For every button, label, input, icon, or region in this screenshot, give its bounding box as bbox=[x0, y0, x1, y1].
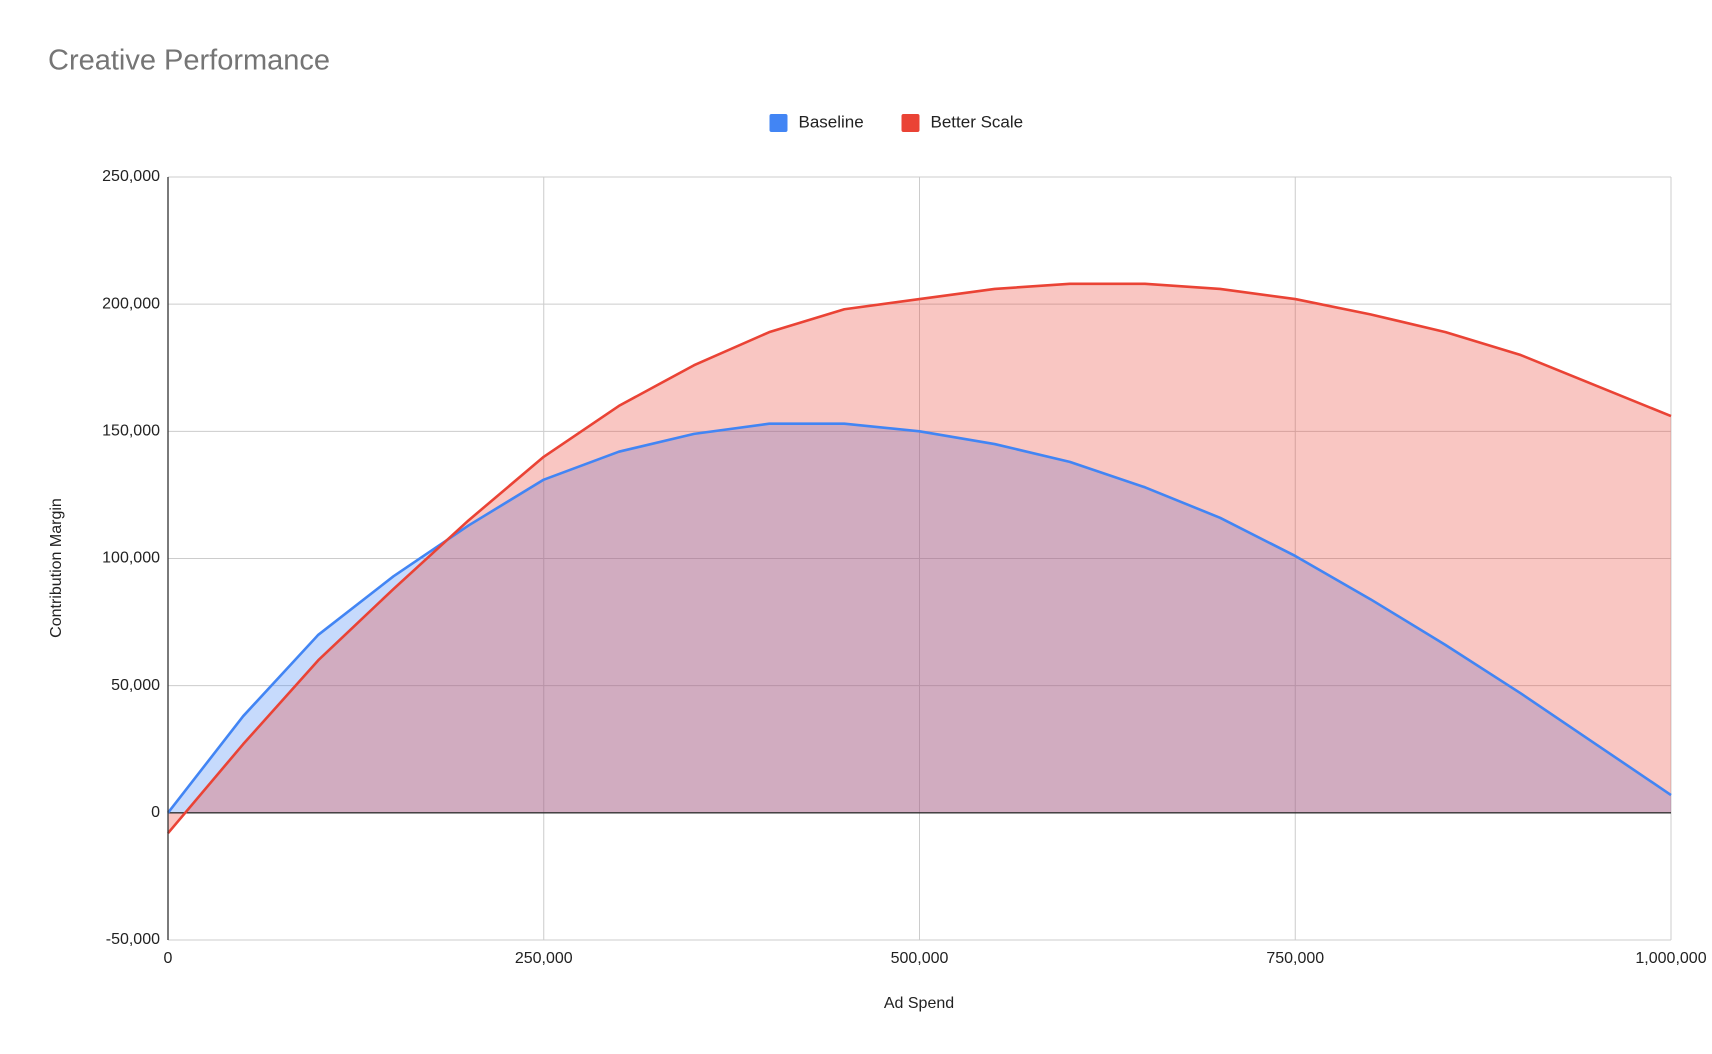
area bbox=[168, 423, 1671, 813]
y-tick-label: 100,000 bbox=[102, 550, 160, 567]
x-tick-label: 0 bbox=[164, 950, 173, 967]
y-tick-label: 50,000 bbox=[111, 677, 160, 694]
line bbox=[166, 422, 1672, 814]
x-tick-label: 250,000 bbox=[515, 950, 573, 967]
legend-swatch bbox=[901, 114, 920, 132]
x-tick-label: 500,000 bbox=[891, 950, 949, 967]
y-tick-label: 250,000 bbox=[102, 168, 160, 185]
legend-label: Baseline bbox=[799, 112, 864, 131]
legend-label: Better Scale bbox=[931, 112, 1024, 131]
line bbox=[167, 282, 1672, 835]
y-tick-label: 200,000 bbox=[102, 295, 160, 312]
x-tick-label: 750,000 bbox=[1266, 950, 1324, 967]
x-axis-title: Ad Spend bbox=[884, 995, 954, 1012]
y-tick-label: 0 bbox=[151, 804, 160, 821]
y-axis-title: Contribution Margin bbox=[48, 498, 65, 638]
legend-swatch bbox=[769, 114, 788, 132]
x-tick-label: 1,000,000 bbox=[1635, 950, 1706, 967]
area bbox=[168, 283, 1671, 834]
chart-title: Creative Performance bbox=[48, 45, 330, 77]
y-tick-label: 150,000 bbox=[102, 423, 160, 440]
y-tick-label: -50,000 bbox=[106, 931, 160, 948]
